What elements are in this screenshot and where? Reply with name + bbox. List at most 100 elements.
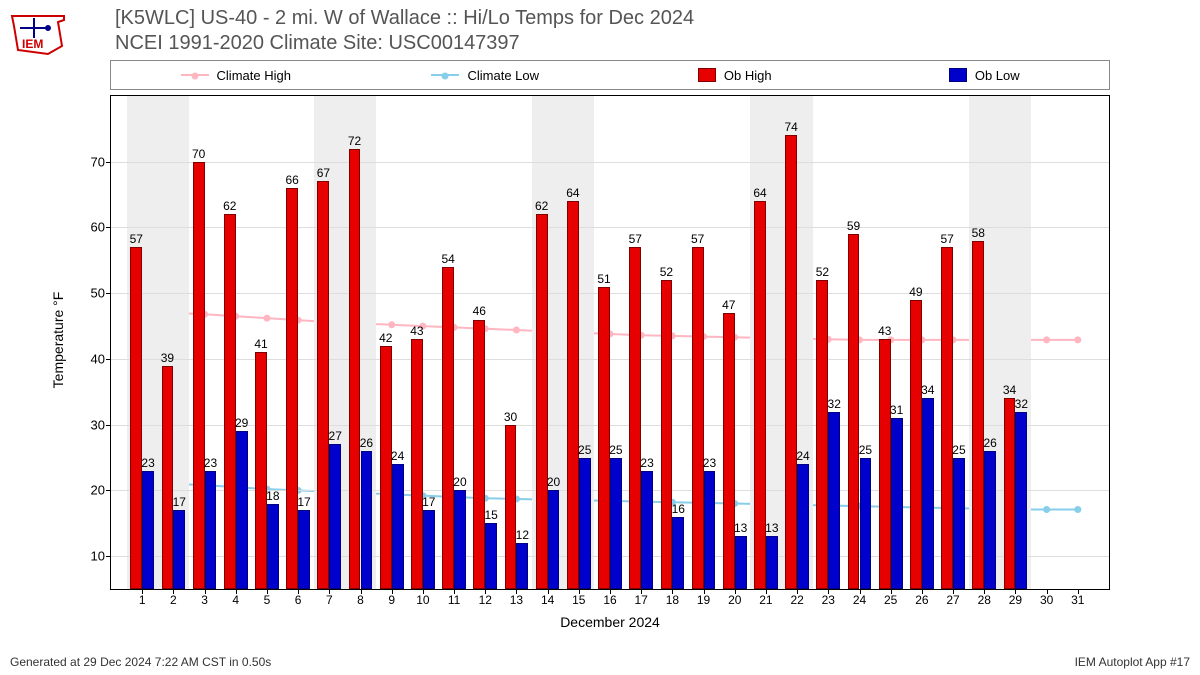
bar-label-low: 25: [850, 443, 880, 457]
climate-marker: [388, 321, 395, 328]
y-tick-mark: [106, 359, 111, 360]
bar-label-high: 66: [277, 173, 307, 187]
bar-label-low: 32: [1006, 397, 1036, 411]
bar-ob-low: [797, 464, 809, 589]
x-tick-mark: [142, 589, 143, 594]
bar-ob-low: [828, 412, 840, 589]
bar-label-low: 17: [164, 495, 194, 509]
bar-ob-high: [536, 214, 548, 589]
gridline: [111, 227, 1109, 228]
bar-ob-low: [361, 451, 373, 589]
bar-ob-high: [255, 352, 267, 589]
bar-ob-high: [692, 247, 704, 589]
x-tick-mark: [984, 589, 985, 594]
climate-marker: [1074, 506, 1081, 513]
bar-label-high: 57: [683, 232, 713, 246]
x-tick-mark: [610, 589, 611, 594]
x-tick-mark: [922, 589, 923, 594]
chart-title: [K5WLC] US-40 - 2 mi. W of Wallace :: Hi…: [115, 6, 694, 56]
x-tick-mark: [236, 589, 237, 594]
bar-ob-low: [454, 490, 466, 589]
bar-ob-high: [785, 135, 797, 589]
bar-label-high: 70: [184, 147, 214, 161]
x-tick-mark: [704, 589, 705, 594]
bar-ob-low: [267, 504, 279, 589]
x-tick-mark: [454, 589, 455, 594]
bar-label-low: 26: [975, 436, 1005, 450]
bar-label-low: 27: [320, 429, 350, 443]
x-tick-mark: [548, 589, 549, 594]
legend-label: Climate Low: [467, 68, 539, 83]
bar-ob-low: [672, 517, 684, 589]
x-tick-mark: [1047, 589, 1048, 594]
bar-ob-low: [860, 458, 872, 589]
bar-label-low: 34: [913, 383, 943, 397]
bar-ob-high: [567, 201, 579, 589]
bar-ob-low: [922, 398, 934, 589]
bar-label-high: 57: [620, 232, 650, 246]
footer-left: Generated at 29 Dec 2024 7:22 AM CST in …: [10, 655, 271, 669]
bar-ob-low: [579, 458, 591, 589]
legend-climate-low: Climate Low: [361, 68, 611, 83]
climate-marker: [1074, 336, 1081, 343]
bar-label-high: 57: [121, 232, 151, 246]
x-tick-mark: [485, 589, 486, 594]
y-tick-mark: [106, 425, 111, 426]
legend-ob-low: Ob Low: [860, 68, 1110, 83]
y-tick-mark: [106, 556, 111, 557]
x-tick-mark: [860, 589, 861, 594]
x-tick-mark: [298, 589, 299, 594]
legend-climate-high: Climate High: [111, 68, 361, 83]
bar-label-high: 52: [651, 265, 681, 279]
x-tick-mark: [392, 589, 393, 594]
x-tick-mark: [1015, 589, 1016, 594]
legend-label: Climate High: [217, 68, 291, 83]
bar-ob-high: [380, 346, 392, 589]
bar-ob-low: [423, 510, 435, 589]
bar-label-high: 42: [371, 331, 401, 345]
bar-label-low: 12: [507, 528, 537, 542]
x-axis-label: December 2024: [110, 614, 1110, 630]
bar-ob-high: [848, 234, 860, 589]
x-tick-mark: [828, 589, 829, 594]
bar-ob-low: [704, 471, 716, 589]
x-tick-mark: [766, 589, 767, 594]
climate-marker: [1043, 506, 1050, 513]
bar-ob-high: [473, 320, 485, 590]
bar-ob-low: [610, 458, 622, 589]
bar-label-high: 74: [776, 120, 806, 134]
bar-label-high: 62: [527, 199, 557, 213]
bar-ob-low: [984, 451, 996, 589]
bar-label-high: 49: [901, 285, 931, 299]
bar-label-high: 43: [402, 324, 432, 338]
climate-marker: [263, 315, 270, 322]
bar-ob-low: [205, 471, 217, 589]
bar-label-low: 17: [289, 495, 319, 509]
y-tick-mark: [106, 293, 111, 294]
x-tick-mark: [267, 589, 268, 594]
bar-label-high: 72: [340, 134, 370, 148]
bar-ob-high: [505, 425, 517, 589]
bar-ob-low: [516, 543, 528, 589]
bar-label-low: 20: [445, 475, 475, 489]
x-tick-mark: [205, 589, 206, 594]
bar-ob-high: [972, 241, 984, 589]
bar-label-low: 25: [944, 443, 974, 457]
bar-ob-high: [349, 149, 361, 589]
bar-label-low: 23: [195, 456, 225, 470]
bar-ob-high: [317, 181, 329, 589]
bar-label-low: 31: [882, 403, 912, 417]
bar-ob-low: [548, 490, 560, 589]
climate-marker: [513, 327, 520, 334]
bar-ob-low: [173, 510, 185, 589]
bar-ob-high: [286, 188, 298, 589]
bar-label-high: 62: [215, 199, 245, 213]
bar-ob-high: [816, 280, 828, 589]
bar-ob-low: [891, 418, 903, 589]
bar-ob-high: [1004, 398, 1016, 589]
bar-label-low: 29: [227, 416, 257, 430]
bar-ob-low: [392, 464, 404, 589]
bar-ob-high: [910, 300, 922, 589]
y-axis-label: Temperature °F: [50, 292, 66, 389]
bar-ob-high: [411, 339, 423, 589]
